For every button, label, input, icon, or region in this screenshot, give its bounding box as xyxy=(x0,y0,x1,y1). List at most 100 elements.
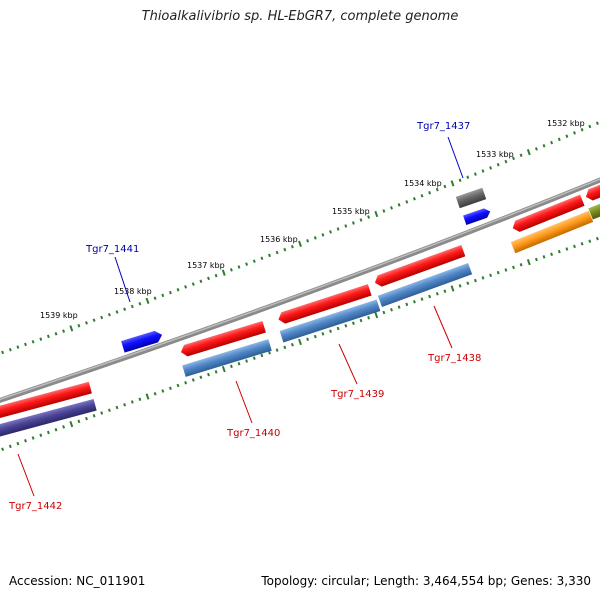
inner-minor-tick xyxy=(397,305,401,309)
gene-label-1442[interactable]: Tgr7_1442 xyxy=(8,501,62,512)
feature-orange[interactable] xyxy=(510,210,594,254)
leader-line-1438 xyxy=(433,305,453,349)
outer-major-tick xyxy=(374,210,379,218)
gene-label-1439[interactable]: Tgr7_1439 xyxy=(330,389,384,400)
inner-major-tick xyxy=(69,420,74,428)
feature-tgr7-1438[interactable] xyxy=(377,262,473,308)
inner-minor-tick xyxy=(123,403,127,407)
inner-minor-tick xyxy=(512,265,515,270)
outer-tick-ring xyxy=(1,121,599,355)
inner-minor-tick xyxy=(115,405,119,410)
inner-minor-tick xyxy=(214,370,218,374)
inner-minor-tick xyxy=(420,297,424,301)
inner-minor-tick xyxy=(412,300,416,304)
inner-minor-tick xyxy=(16,441,20,446)
inner-minor-tick xyxy=(351,321,355,325)
inner-minor-tick xyxy=(130,400,134,404)
gene-label-1437[interactable]: Tgr7_1437 xyxy=(416,121,470,132)
inner-minor-tick xyxy=(382,310,386,315)
gene-tgr7-1441[interactable] xyxy=(121,329,164,353)
tick-label-1538: 1538 kbp xyxy=(114,287,152,296)
outer-minor-tick xyxy=(16,345,20,349)
inner-minor-tick xyxy=(557,249,561,254)
gene-label-1441[interactable]: Tgr7_1441 xyxy=(85,244,139,255)
inner-minor-tick xyxy=(77,419,81,424)
outer-minor-tick xyxy=(107,312,111,317)
gene-tgr7-1442-red[interactable] xyxy=(0,381,92,421)
inner-minor-tick xyxy=(100,411,104,415)
inner-major-tick xyxy=(374,311,379,319)
gene-label-1438[interactable]: Tgr7_1438 xyxy=(427,353,481,364)
map-title: Thioalkalivibrio sp. HL-EbGR7, complete … xyxy=(141,9,459,24)
inner-minor-tick xyxy=(565,247,569,251)
accession-text: Accession: NC_011901 xyxy=(9,574,146,588)
tick-label-1539: 1539 kbp xyxy=(40,311,78,320)
outer-major-tick xyxy=(145,297,150,305)
gene-tgr7-1440-red[interactable] xyxy=(179,320,266,358)
outer-minor-tick xyxy=(260,256,264,261)
outer-minor-tick xyxy=(283,247,287,252)
outer-minor-tick xyxy=(100,315,104,320)
inner-minor-tick xyxy=(275,348,279,352)
genome-backbone xyxy=(0,177,600,403)
outer-minor-tick xyxy=(428,190,432,195)
feature-tgr7-1439[interactable] xyxy=(279,299,381,343)
outer-major-tick xyxy=(450,180,455,187)
inner-minor-tick xyxy=(1,447,5,451)
outer-minor-tick xyxy=(161,293,165,298)
inner-minor-tick xyxy=(405,302,409,307)
gene-blue-small[interactable] xyxy=(463,207,492,225)
inner-minor-tick xyxy=(153,392,157,396)
inner-minor-tick xyxy=(252,356,256,360)
outer-minor-tick xyxy=(595,121,599,125)
outer-minor-tick xyxy=(252,259,256,263)
outer-minor-tick xyxy=(565,134,569,138)
genome-backbone-highlight xyxy=(0,178,600,401)
outer-minor-tick xyxy=(443,184,447,189)
gene-red-far-right[interactable] xyxy=(511,194,585,234)
outer-minor-tick xyxy=(123,307,127,311)
inner-minor-tick xyxy=(62,425,66,429)
gene-tgr7-1438-red[interactable] xyxy=(373,244,466,288)
inner-minor-tick xyxy=(489,273,493,278)
gene-red-edge[interactable] xyxy=(584,182,600,203)
inner-minor-tick xyxy=(329,329,332,333)
inner-minor-tick xyxy=(344,324,348,328)
inner-minor-tick xyxy=(390,308,393,312)
inner-minor-tick xyxy=(542,255,546,259)
outer-minor-tick xyxy=(191,282,195,286)
outer-minor-tick xyxy=(8,347,12,352)
gene-tgr7-1439-red[interactable] xyxy=(277,284,372,325)
outer-minor-tick xyxy=(229,268,233,272)
outer-minor-tick xyxy=(39,337,43,341)
outer-minor-tick xyxy=(588,124,592,129)
inner-minor-tick xyxy=(435,292,439,296)
outer-minor-tick xyxy=(390,206,393,210)
inner-minor-tick xyxy=(550,252,554,257)
feature-tgr7-1440[interactable] xyxy=(182,339,272,377)
outer-minor-tick xyxy=(62,329,66,333)
inner-minor-tick xyxy=(573,244,576,249)
inner-minor-tick xyxy=(458,284,462,288)
outer-minor-tick xyxy=(290,244,294,249)
gene-tgr7-1437[interactable] xyxy=(455,187,487,209)
inner-minor-tick xyxy=(31,436,35,440)
inner-minor-tick xyxy=(85,416,88,421)
outer-minor-tick xyxy=(92,318,96,322)
outer-minor-tick xyxy=(512,156,515,161)
gene-label-1440[interactable]: Tgr7_1440 xyxy=(226,428,280,439)
inner-minor-tick xyxy=(443,289,447,293)
inner-minor-tick xyxy=(168,386,172,391)
feature-tgr7-1442[interactable] xyxy=(0,398,97,440)
outer-minor-tick xyxy=(268,253,271,258)
outer-minor-tick xyxy=(504,159,508,164)
feature-olive[interactable] xyxy=(588,202,600,220)
inner-minor-tick xyxy=(39,433,43,437)
inner-major-tick xyxy=(450,285,455,292)
outer-minor-tick xyxy=(199,279,203,284)
tick-label-1534: 1534 kbp xyxy=(404,179,442,188)
outer-minor-tick xyxy=(85,321,88,325)
inner-minor-tick xyxy=(313,334,317,339)
outer-minor-tick xyxy=(245,262,249,266)
